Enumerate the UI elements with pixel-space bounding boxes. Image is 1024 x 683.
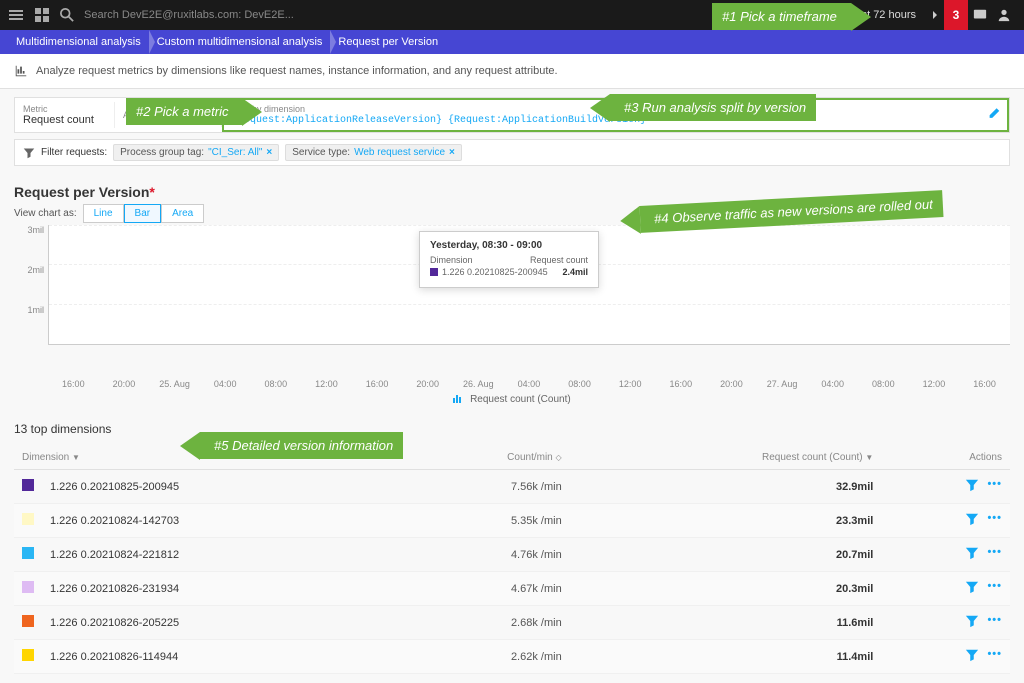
col-countmin[interactable]: Count/min ◇ — [397, 446, 570, 470]
metric-cell[interactable]: Metric Request count — [15, 102, 115, 128]
search-icon[interactable] — [60, 8, 74, 22]
filter-label: Filter requests: — [41, 147, 107, 158]
more-actions-icon[interactable]: ••• — [987, 614, 1002, 628]
breadcrumb-item[interactable]: Request per Version — [330, 30, 446, 54]
dimension-swatch — [22, 615, 34, 627]
filter-action-icon[interactable] — [965, 580, 979, 594]
y-axis: 3mil2mil1mil — [14, 225, 48, 345]
dimension-name: 1.226 0.20210826-231934 — [42, 572, 397, 606]
callout-1: #1 Pick a timeframe — [712, 3, 851, 30]
filter-tag[interactable]: Process group tag: "CI_Ser: All" × — [113, 144, 279, 161]
tooltip-title: Yesterday, 08:30 - 09:00 — [430, 240, 588, 251]
search-input[interactable]: Search DevE2E@ruxitlabs.com: DevE2E... — [84, 9, 294, 21]
dimensions-heading: 13 top dimensions — [14, 422, 1010, 436]
problems-badge[interactable]: 3 — [944, 0, 968, 30]
filter-action-icon[interactable] — [965, 512, 979, 526]
count-per-min: 2.62k /min — [397, 640, 570, 674]
chart-type-bar[interactable]: Bar — [124, 204, 162, 223]
chart-icon — [14, 64, 28, 78]
filter-action-icon[interactable] — [965, 478, 979, 492]
chart-tooltip: Yesterday, 08:30 - 09:00 DimensionReques… — [419, 231, 599, 288]
more-actions-icon[interactable]: ••• — [987, 580, 1002, 594]
filter-action-icon[interactable] — [965, 648, 979, 662]
menu-icon[interactable] — [8, 7, 24, 23]
dimension-name: 1.226 0.20210824-221812 — [42, 538, 397, 572]
callout-3: #3 Run analysis split by version — [610, 94, 816, 121]
more-actions-icon[interactable]: ••• — [987, 546, 1002, 560]
chart-axis-label: Request count (Count) — [14, 393, 1010, 406]
filter-tag[interactable]: Service type: Web request service × — [285, 144, 462, 161]
request-count: 23.3mil — [570, 504, 882, 538]
edit-icon[interactable] — [987, 107, 1001, 124]
breadcrumb-item[interactable]: Multidimensional analysis — [8, 30, 149, 54]
remove-filter-icon[interactable]: × — [449, 147, 455, 158]
col-requestcount[interactable]: Request count (Count) ▼ — [570, 446, 882, 470]
more-actions-icon[interactable]: ••• — [987, 512, 1002, 526]
table-row[interactable]: 1.226 0.20210826-231934 4.67k /min 20.3m… — [14, 572, 1010, 606]
info-bar: Analyze request metrics by dimensions li… — [0, 54, 1024, 89]
count-per-min: 5.35k /min — [397, 504, 570, 538]
callout-2: #2 Pick a metric — [126, 98, 242, 125]
filter-row: Filter requests: Process group tag: "CI_… — [14, 139, 1010, 166]
dimension-name: 1.226 0.20210826-114944 — [42, 640, 397, 674]
filter-action-icon[interactable] — [965, 546, 979, 560]
remove-filter-icon[interactable]: × — [266, 147, 272, 158]
callout-5: #5 Detailed version information — [200, 432, 403, 459]
timeframe-next-button[interactable] — [926, 0, 944, 30]
table-row[interactable]: 1.226 0.20210824-142703 5.35k /min 23.3m… — [14, 504, 1010, 538]
more-actions-icon[interactable]: ••• — [987, 478, 1002, 492]
dimension-swatch — [22, 649, 34, 661]
apps-icon[interactable] — [34, 7, 50, 23]
chart-type-area[interactable]: Area — [161, 204, 204, 223]
dimension-name: 1.226 0.20210826-205225 — [42, 606, 397, 640]
info-text: Analyze request metrics by dimensions li… — [36, 65, 558, 77]
request-count: 20.7mil — [570, 538, 882, 572]
table-row[interactable]: 1.226 0.20210826-114944 2.62k /min 11.4m… — [14, 640, 1010, 674]
table-row[interactable]: 1.226 0.20210825-200945 7.56k /min 32.9m… — [14, 470, 1010, 504]
count-per-min: 7.56k /min — [397, 470, 570, 504]
breadcrumb-item[interactable]: Custom multidimensional analysis — [149, 30, 331, 54]
request-count: 11.4mil — [570, 640, 882, 674]
col-actions: Actions — [881, 446, 1010, 470]
request-count: 32.9mil — [570, 470, 882, 504]
count-per-min: 4.76k /min — [397, 538, 570, 572]
user-icon[interactable] — [992, 0, 1016, 30]
chat-icon[interactable] — [968, 0, 992, 30]
chart-plot[interactable]: Yesterday, 08:30 - 09:00 DimensionReques… — [48, 225, 1010, 345]
table-row[interactable]: 1.226 0.20210824-221812 4.76k /min 20.7m… — [14, 538, 1010, 572]
breadcrumb: Multidimensional analysis Custom multidi… — [0, 30, 1024, 54]
dimension-name: 1.226 0.20210825-200945 — [42, 470, 397, 504]
table-row[interactable]: 1.226 0.20210826-205225 2.68k /min 11.6m… — [14, 606, 1010, 640]
dimension-name: 1.226 0.20210824-142703 — [42, 504, 397, 538]
count-per-min: 4.67k /min — [397, 572, 570, 606]
request-count: 11.6mil — [570, 606, 882, 640]
view-label: View chart as: — [14, 208, 77, 219]
filter-icon — [23, 147, 35, 159]
x-axis: 16:0020:0025. Aug04:0008:0012:0016:0020:… — [48, 379, 1010, 389]
more-actions-icon[interactable]: ••• — [987, 648, 1002, 662]
chart-type-line[interactable]: Line — [83, 204, 124, 223]
dimension-swatch — [22, 547, 34, 559]
dimension-swatch — [22, 479, 34, 491]
dimension-swatch — [22, 581, 34, 593]
dimensions-table: Dimension ▼ Count/min ◇ Request count (C… — [14, 446, 1010, 674]
dimension-swatch — [22, 513, 34, 525]
request-count: 20.3mil — [570, 572, 882, 606]
filter-action-icon[interactable] — [965, 614, 979, 628]
chart-area: 3mil2mil1mil Yesterday, 08:30 - 09:00 Di… — [14, 225, 1010, 375]
count-per-min: 2.68k /min — [397, 606, 570, 640]
